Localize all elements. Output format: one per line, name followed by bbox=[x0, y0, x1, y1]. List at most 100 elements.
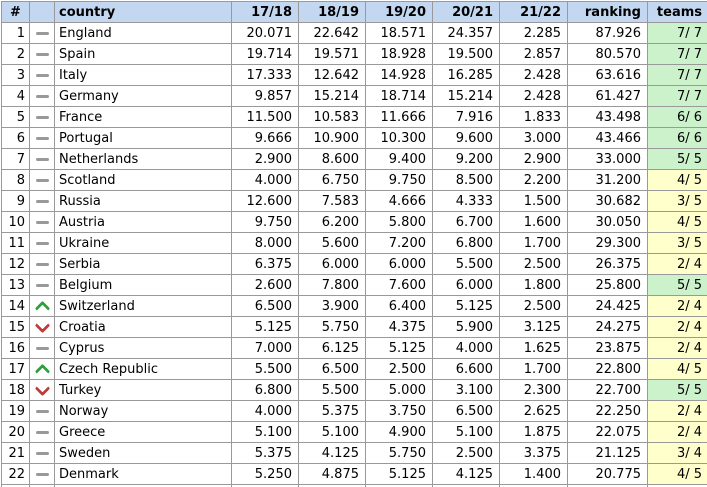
season-score-cell: 8.600 bbox=[298, 148, 366, 170]
season-score-cell: 5.500 bbox=[231, 358, 299, 380]
season-score-cell: 1.875 bbox=[499, 421, 568, 443]
season-score-cell: 9.857 bbox=[231, 85, 299, 107]
movement-cell bbox=[29, 43, 55, 65]
ranking-points-cell: 30.050 bbox=[567, 211, 648, 233]
table-row: 5 France 11.500 10.583 11.666 7.916 1.83… bbox=[1, 106, 707, 128]
season-score-cell: 4.000 bbox=[432, 337, 500, 359]
season-score-cell: 6.125 bbox=[298, 337, 366, 359]
season-score-cell: 14.928 bbox=[365, 64, 433, 86]
season-score-cell: 2.600 bbox=[231, 274, 299, 296]
movement-cell bbox=[29, 148, 55, 170]
ranking-points-cell: 87.926 bbox=[567, 22, 648, 44]
teams-cell: 5/ 5 bbox=[647, 379, 707, 401]
season-score-cell: 5.375 bbox=[298, 400, 366, 422]
season-score-cell: 6.000 bbox=[298, 253, 366, 275]
movement-cell bbox=[29, 85, 55, 107]
country-cell: Austria bbox=[54, 211, 232, 233]
teams-cell: 2/ 4 bbox=[647, 253, 707, 275]
partial-next-row bbox=[1, 484, 707, 487]
table-row: 13 Belgium 2.600 7.800 7.600 6.000 1.800… bbox=[1, 274, 707, 296]
movement-cell bbox=[29, 358, 55, 380]
season-score-cell: 3.750 bbox=[365, 400, 433, 422]
ranking-points-cell: 80.570 bbox=[567, 43, 648, 65]
movement-same-icon bbox=[35, 115, 49, 119]
rank-cell: 20 bbox=[1, 421, 30, 443]
season-score-cell: 6.500 bbox=[432, 400, 500, 422]
rank-cell: 3 bbox=[1, 64, 30, 86]
teams-cell: 6/ 6 bbox=[647, 106, 707, 128]
season-score-cell: 5.250 bbox=[231, 463, 299, 485]
table-row: 14 Switzerland 6.500 3.900 6.400 5.125 2… bbox=[1, 295, 707, 317]
header-season-17-18: 17/18 bbox=[231, 1, 299, 23]
season-score-cell: 4.000 bbox=[231, 169, 299, 191]
table-row: 22 Denmark 5.250 4.875 5.125 4.125 1.400… bbox=[1, 463, 707, 485]
season-score-cell: 2.625 bbox=[499, 400, 568, 422]
movement-cell bbox=[29, 127, 55, 149]
country-cell: Czech Republic bbox=[54, 358, 232, 380]
ranking-points-cell: 25.800 bbox=[567, 274, 648, 296]
season-score-cell: 5.800 bbox=[365, 211, 433, 233]
teams-cell: 7/ 7 bbox=[647, 64, 707, 86]
season-score-cell: 3.900 bbox=[298, 295, 366, 317]
table-row: 19 Norway 4.000 5.375 3.750 6.500 2.625 … bbox=[1, 400, 707, 422]
movement-cell bbox=[29, 379, 55, 401]
movement-same-icon bbox=[35, 409, 49, 413]
season-score-cell: 6.400 bbox=[365, 295, 433, 317]
rank-cell: 12 bbox=[1, 253, 30, 275]
country-cell: Netherlands bbox=[54, 148, 232, 170]
teams-cell: 2/ 4 bbox=[647, 337, 707, 359]
season-score-cell: 6.800 bbox=[231, 379, 299, 401]
country-cell: Turkey bbox=[54, 379, 232, 401]
ranking-points-cell: 29.300 bbox=[567, 232, 648, 254]
season-score-cell: 12.642 bbox=[298, 64, 366, 86]
movement-same-icon bbox=[35, 451, 49, 455]
rank-cell: 5 bbox=[1, 106, 30, 128]
table-row: 21 Sweden 5.375 4.125 5.750 2.500 3.375 … bbox=[1, 442, 707, 464]
teams-cell: 3/ 5 bbox=[647, 232, 707, 254]
season-score-cell: 6.800 bbox=[432, 232, 500, 254]
ranking-points-cell: 26.375 bbox=[567, 253, 648, 275]
season-score-cell: 8.500 bbox=[432, 169, 500, 191]
season-score-cell: 6.000 bbox=[432, 274, 500, 296]
country-cell: Switzerland bbox=[54, 295, 232, 317]
country-cell: Sweden bbox=[54, 442, 232, 464]
season-score-cell: 10.300 bbox=[365, 127, 433, 149]
season-score-cell: 1.800 bbox=[499, 274, 568, 296]
season-score-cell: 1.600 bbox=[499, 211, 568, 233]
season-score-cell: 7.800 bbox=[298, 274, 366, 296]
season-score-cell: 17.333 bbox=[231, 64, 299, 86]
rank-cell: 1 bbox=[1, 22, 30, 44]
season-score-cell: 7.600 bbox=[365, 274, 433, 296]
movement-cell bbox=[29, 421, 55, 443]
rank-cell: 15 bbox=[1, 316, 30, 338]
season-score-cell: 9.666 bbox=[231, 127, 299, 149]
table-row: 3 Italy 17.333 12.642 14.928 16.285 2.42… bbox=[1, 64, 707, 86]
movement-cell bbox=[29, 190, 55, 212]
movement-same-icon bbox=[35, 73, 49, 77]
season-score-cell: 10.583 bbox=[298, 106, 366, 128]
rank-cell: 11 bbox=[1, 232, 30, 254]
table-row: 8 Scotland 4.000 6.750 9.750 8.500 2.200… bbox=[1, 169, 707, 191]
season-score-cell: 5.100 bbox=[432, 421, 500, 443]
season-score-cell: 2.500 bbox=[499, 295, 568, 317]
rank-cell: 2 bbox=[1, 43, 30, 65]
movement-same-icon bbox=[35, 262, 49, 266]
rank-cell: 13 bbox=[1, 274, 30, 296]
season-score-cell: 2.900 bbox=[231, 148, 299, 170]
header-season-20-21: 20/21 bbox=[432, 1, 500, 23]
movement-cell bbox=[29, 295, 55, 317]
country-cell: England bbox=[54, 22, 232, 44]
season-score-cell: 1.500 bbox=[499, 190, 568, 212]
movement-cell bbox=[29, 337, 55, 359]
ranking-points-cell: 20.775 bbox=[567, 463, 648, 485]
season-score-cell: 5.900 bbox=[432, 316, 500, 338]
movement-same-icon bbox=[35, 430, 49, 434]
season-score-cell: 2.428 bbox=[499, 85, 568, 107]
season-score-cell: 6.600 bbox=[432, 358, 500, 380]
movement-cell bbox=[29, 400, 55, 422]
country-cell: Scotland bbox=[54, 169, 232, 191]
season-score-cell: 19.500 bbox=[432, 43, 500, 65]
table-row: 1 England 20.071 22.642 18.571 24.357 2.… bbox=[1, 22, 707, 44]
season-score-cell: 18.928 bbox=[365, 43, 433, 65]
season-score-cell: 2.857 bbox=[499, 43, 568, 65]
